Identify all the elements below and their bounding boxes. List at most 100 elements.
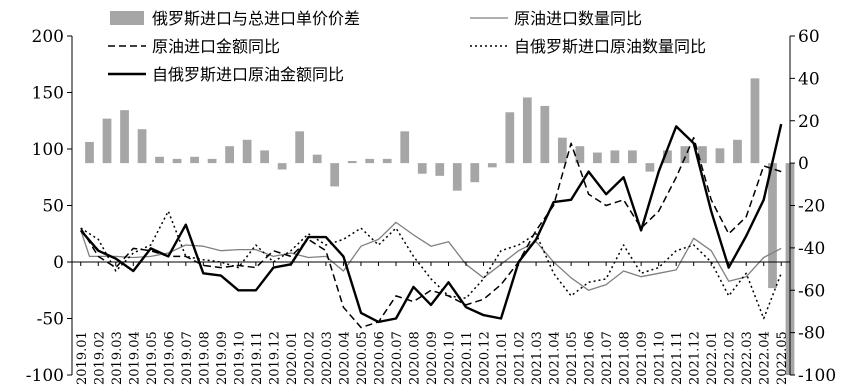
bar-10 (260, 150, 270, 164)
bar-32 (645, 163, 655, 172)
left-tick-label-6: 200 (32, 27, 64, 47)
bar-26 (540, 105, 550, 164)
x-tick-label-40: 2022.05 (775, 331, 790, 385)
x-tick-label-3: 2019.04 (127, 331, 142, 385)
bar-12 (295, 131, 305, 164)
legend-label-3: 自俄罗斯进口原油数量同比 (514, 37, 706, 56)
x-tick-label-14: 2020.03 (320, 331, 335, 385)
left-tick-label-4: 100 (32, 140, 64, 160)
x-tick-label-31: 2021.08 (618, 331, 633, 385)
right-tick-label-8: 60 (798, 27, 820, 47)
bar-29 (592, 152, 602, 164)
x-tick-label-26: 2021.03 (530, 331, 545, 385)
bar-19 (417, 163, 427, 174)
x-tick-label-21: 2020.10 (443, 331, 458, 385)
x-tick-label-15: 2020.04 (337, 331, 352, 385)
x-tick-label-25: 2021.02 (513, 331, 528, 385)
bar-0 (85, 141, 94, 164)
legend-swatch-0 (110, 11, 144, 25)
bar-33 (663, 150, 672, 164)
bar-38 (750, 78, 760, 164)
x-tick-label-19: 2020.08 (408, 331, 423, 385)
bar-1 (102, 118, 112, 164)
x-tick-label-27: 2021.04 (548, 331, 563, 385)
bar-16 (365, 158, 375, 164)
bar-15 (347, 161, 357, 164)
bar-36 (715, 148, 725, 164)
bar-11 (277, 163, 287, 170)
right-tick-label-3: -40 (798, 239, 825, 259)
right-tick-label-5: 0 (798, 154, 809, 174)
series-line-0 (80, 221, 782, 291)
x-tick-label-30: 2021.07 (600, 331, 615, 385)
x-tick-label-10: 2019.11 (250, 331, 265, 385)
bar-series (85, 78, 795, 375)
x-tick-label-36: 2022.01 (705, 331, 720, 385)
x-tick-label-38: 2022.03 (740, 331, 755, 385)
x-tick-label-18: 2020.07 (390, 331, 405, 385)
bar-17 (382, 158, 392, 164)
x-tick-label-23: 2020.12 (478, 331, 493, 385)
bar-7 (207, 158, 217, 164)
right-tick-label-7: 40 (798, 69, 820, 89)
bar-9 (242, 139, 252, 164)
bar-28 (575, 146, 585, 164)
x-tick-label-24: 2021.01 (495, 331, 510, 385)
bar-4 (155, 156, 164, 164)
x-tick-label-4: 2019.05 (145, 331, 160, 385)
legend-label-2: 原油进口金额同比 (152, 37, 280, 56)
x-tick-label-39: 2022.04 (758, 331, 773, 385)
bar-30 (610, 150, 620, 164)
right-tick-label-1: -80 (798, 324, 825, 344)
bar-21 (452, 163, 462, 191)
x-tick-label-0: 2019.01 (75, 331, 90, 385)
x-tick-label-1: 2019.02 (92, 331, 107, 385)
x-tick-label-32: 2021.09 (635, 331, 650, 385)
right-tick-label-0: -100 (798, 366, 836, 386)
x-tick-label-35: 2021.12 (688, 331, 703, 385)
x-tick-label-16: 2020.05 (355, 331, 370, 385)
bar-6 (190, 156, 199, 164)
x-tick-label-5: 2019.06 (162, 331, 177, 385)
bar-2 (120, 110, 129, 164)
line-series-group (79, 123, 783, 329)
series-line-3 (79, 123, 783, 324)
bar-18 (400, 131, 410, 164)
x-tick-label-22: 2020.11 (460, 331, 475, 385)
left-tick-label-1: -50 (37, 310, 64, 330)
x-tick-label-12: 2020.01 (285, 331, 300, 385)
bar-20 (435, 163, 445, 176)
x-tick-label-9: 2019.10 (232, 331, 247, 385)
bar-24 (505, 112, 515, 164)
bar-27 (557, 137, 567, 164)
x-tick-label-20: 2020.09 (425, 331, 440, 385)
x-tick-label-28: 2021.05 (565, 331, 580, 385)
x-tick-label-13: 2020.02 (302, 331, 317, 385)
left-tick-label-5: 150 (32, 84, 64, 104)
bar-5 (172, 158, 182, 164)
bar-22 (470, 163, 480, 183)
right-tick-label-6: 20 (798, 112, 820, 132)
x-tick-label-29: 2021.06 (583, 331, 598, 385)
x-tick-label-11: 2019.12 (267, 331, 282, 385)
series-line-1 (80, 136, 782, 329)
bar-14 (330, 163, 340, 187)
bar-37 (733, 139, 742, 164)
legend-label-4: 自俄罗斯进口原油金额同比 (152, 65, 344, 84)
left-tick-label-0: -100 (26, 366, 64, 386)
bar-3 (137, 129, 147, 164)
bar-23 (487, 163, 497, 168)
right-tick-label-4: -20 (798, 197, 825, 217)
x-tick-label-37: 2022.02 (723, 331, 738, 385)
bar-25 (522, 97, 532, 164)
x-tick-label-34: 2021.11 (670, 331, 685, 385)
x-tick-label-17: 2020.06 (373, 331, 388, 385)
right-tick-label-2: -60 (798, 281, 825, 301)
x-tick-label-8: 2019.09 (215, 331, 230, 385)
left-tick-label-2: 0 (53, 253, 64, 273)
axes: -100 -50 0 50 100 150 200 -100 -80 -60 -40 -20 0 20 40… (26, 27, 836, 386)
bar-35 (698, 146, 707, 164)
bar-13 (312, 154, 322, 164)
